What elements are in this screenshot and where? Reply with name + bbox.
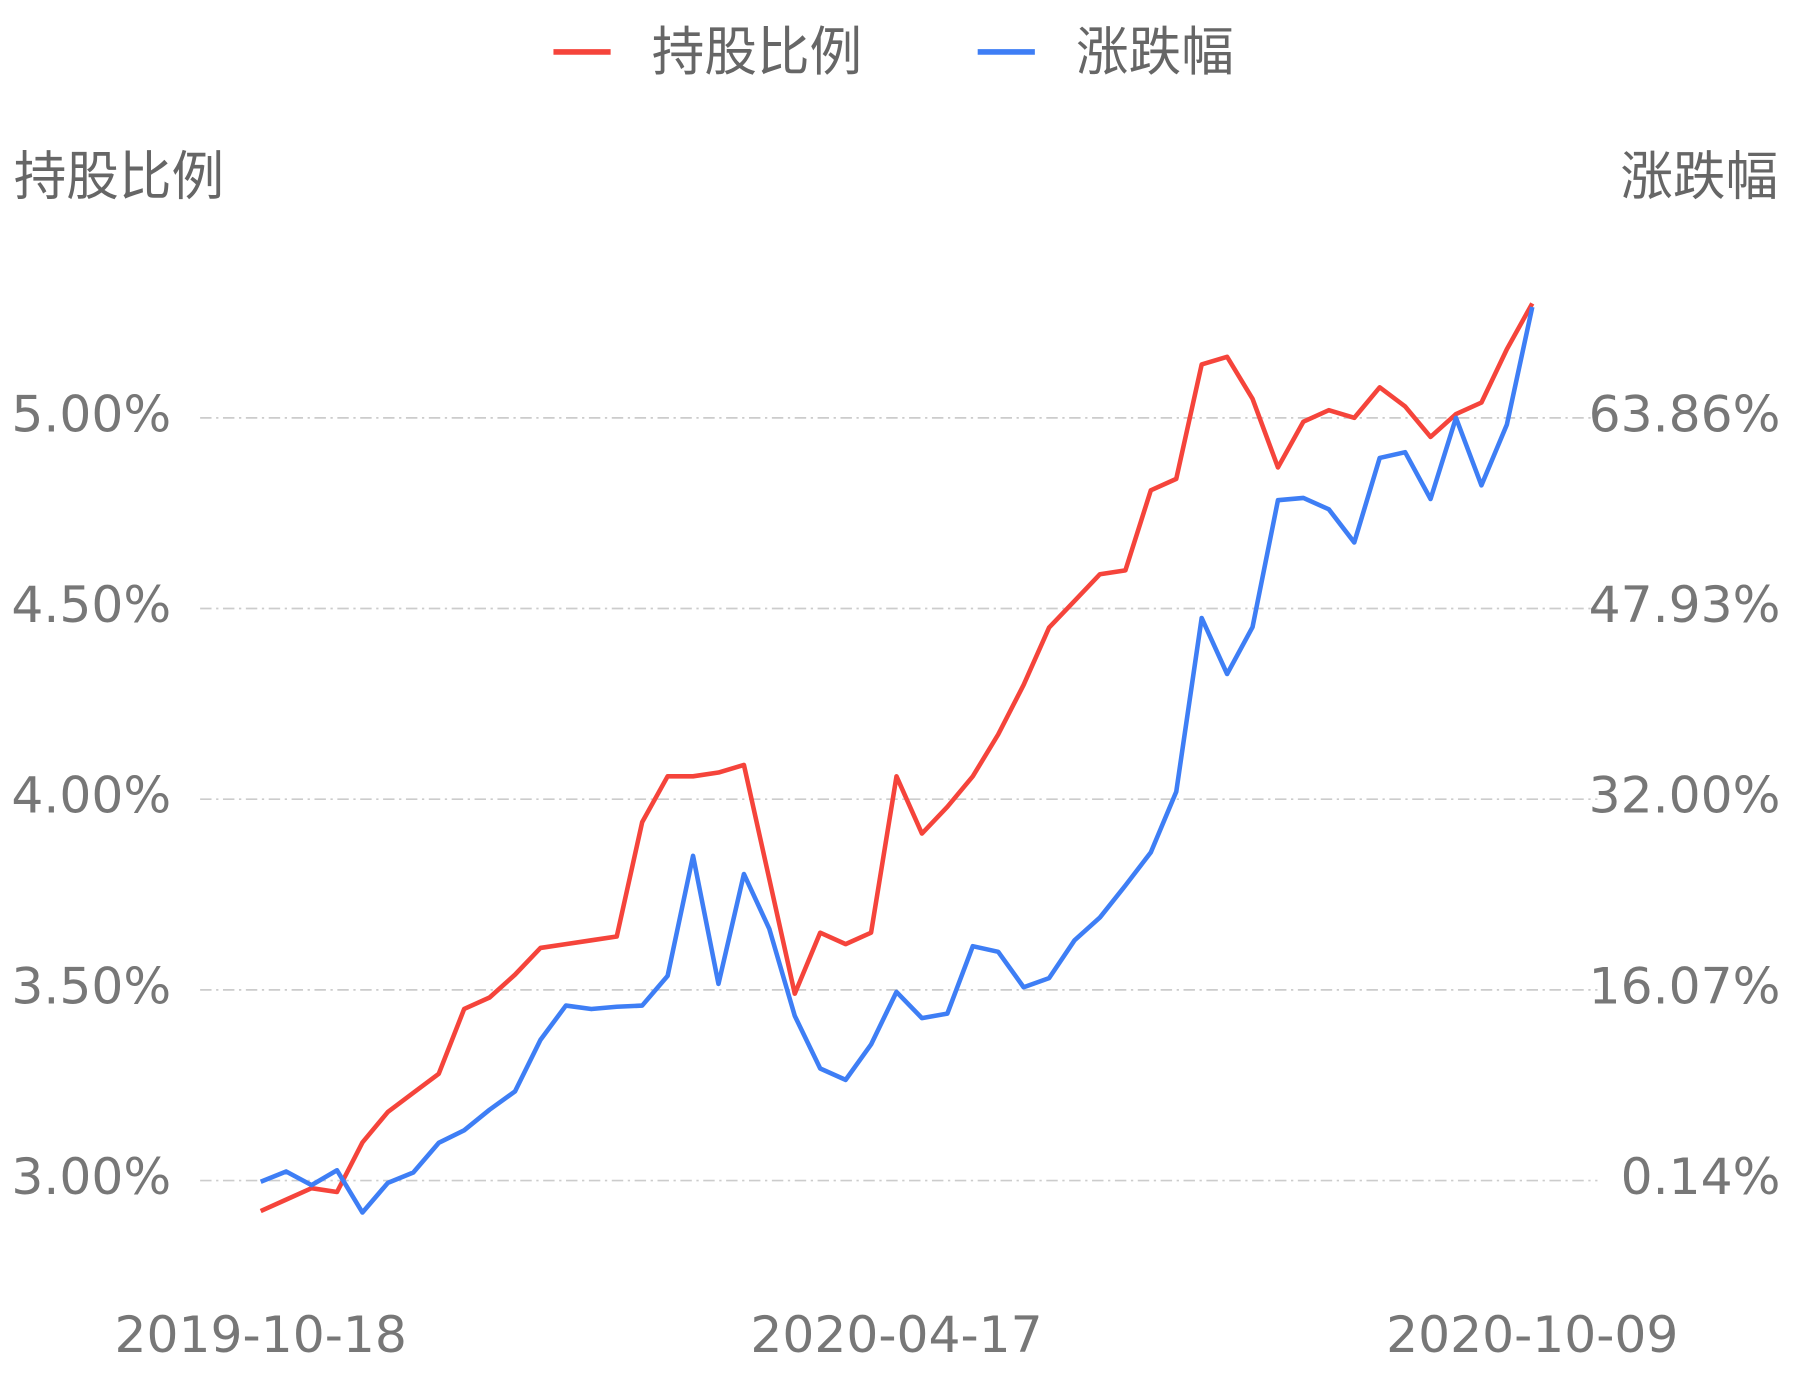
y2-axis-label: 涨跌幅 — [1620, 147, 1778, 208]
y2-tick-label: 63.86% — [1589, 384, 1781, 443]
y-tick-label: 3.50% — [11, 956, 171, 1015]
series-line — [259, 302, 1535, 1214]
y2-tick-label: 0.14% — [1621, 1147, 1781, 1206]
x-tick-label: 2019-10-18 — [115, 1305, 407, 1364]
legend-label: 持股比例 — [652, 22, 862, 83]
y2-tick-label: 47.93% — [1589, 575, 1781, 634]
x-tick-label: 2020-10-09 — [1386, 1305, 1678, 1364]
y-axis-label: 持股比例 — [14, 147, 224, 208]
y2-tick-label: 32.00% — [1589, 766, 1781, 825]
x-tick-label: 2020-04-17 — [750, 1305, 1042, 1364]
y-tick-label: 3.00% — [11, 1147, 171, 1206]
y-tick-label: 4.50% — [11, 575, 171, 634]
legend-label: 涨跌幅 — [1076, 22, 1234, 83]
series-line — [259, 306, 1535, 1215]
y2-tick-label: 16.07% — [1589, 956, 1781, 1015]
y-tick-label: 4.00% — [11, 766, 171, 825]
y-tick-label: 5.00% — [11, 384, 171, 443]
